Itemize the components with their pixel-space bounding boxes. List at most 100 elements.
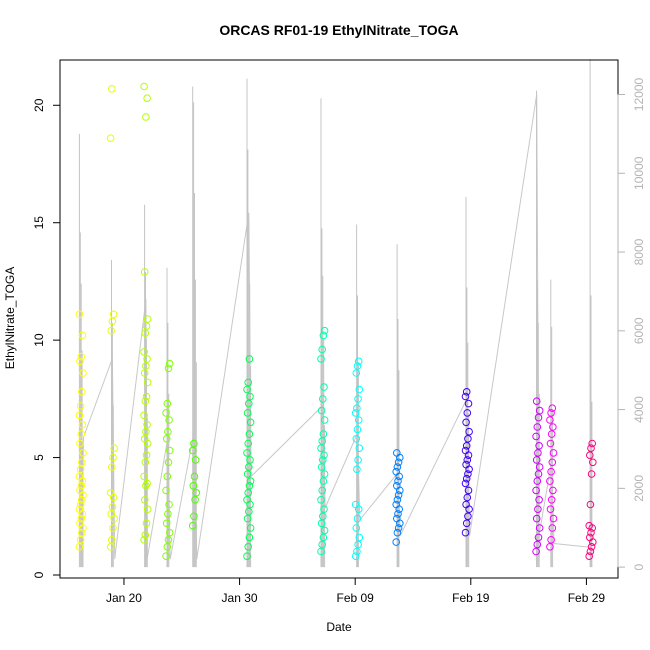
data-point bbox=[245, 463, 253, 471]
data-point bbox=[76, 439, 84, 448]
data-point bbox=[76, 500, 85, 509]
x-axis-label: Date bbox=[326, 620, 352, 634]
data-point bbox=[141, 329, 150, 337]
x-axis: Jan 20 Jan 30 Feb 09 Feb 19 Feb 29 bbox=[106, 577, 606, 605]
series-rf01 bbox=[75, 310, 87, 551]
data-point bbox=[462, 442, 471, 450]
data-point bbox=[317, 463, 326, 471]
y-axis-label: EthylNitrate_TOGA bbox=[3, 267, 17, 369]
data-point bbox=[108, 317, 117, 326]
data-point bbox=[354, 395, 362, 403]
data-point bbox=[243, 514, 252, 523]
series-rf12 bbox=[546, 404, 558, 551]
data-point bbox=[245, 507, 253, 516]
data-point bbox=[319, 395, 327, 403]
data-point bbox=[549, 514, 558, 523]
data-point bbox=[245, 533, 254, 542]
data-point bbox=[140, 472, 148, 481]
data-point bbox=[532, 514, 541, 523]
data-point bbox=[109, 310, 118, 319]
data-point bbox=[142, 519, 151, 528]
data-point bbox=[78, 331, 87, 340]
data-point bbox=[535, 524, 544, 532]
data-point bbox=[78, 420, 87, 429]
data-point bbox=[143, 355, 151, 363]
data-point bbox=[165, 446, 174, 455]
x-tick-label: Feb 29 bbox=[568, 591, 606, 605]
data-point bbox=[464, 470, 472, 478]
data-point bbox=[394, 477, 402, 485]
data-point bbox=[549, 423, 557, 431]
data-point bbox=[140, 268, 149, 276]
data-point bbox=[164, 364, 173, 373]
data-point bbox=[245, 355, 254, 363]
data-point bbox=[317, 519, 326, 528]
data-point bbox=[586, 533, 594, 542]
data-point bbox=[245, 482, 254, 490]
data-point bbox=[535, 406, 544, 415]
data-point bbox=[547, 467, 555, 476]
data-point bbox=[587, 444, 595, 453]
y2-tick-label: 0 bbox=[632, 563, 646, 570]
data-point bbox=[392, 467, 401, 476]
data-point bbox=[352, 369, 361, 377]
data-point bbox=[464, 435, 472, 443]
data-point bbox=[75, 543, 84, 551]
data-point bbox=[108, 536, 116, 544]
data-point bbox=[75, 472, 84, 481]
data-point bbox=[353, 547, 361, 556]
data-point bbox=[190, 512, 198, 521]
data-point bbox=[587, 528, 595, 537]
data-point bbox=[243, 409, 252, 417]
data-point bbox=[140, 411, 148, 420]
data-point bbox=[165, 500, 173, 509]
data-point bbox=[353, 425, 362, 434]
data-point bbox=[392, 500, 401, 509]
data-point bbox=[142, 362, 150, 370]
data-point bbox=[164, 536, 173, 544]
data-point bbox=[320, 326, 329, 335]
data-point bbox=[243, 449, 251, 457]
data-point bbox=[393, 496, 402, 504]
data-point bbox=[534, 449, 542, 457]
data-point bbox=[143, 420, 151, 429]
data-point bbox=[141, 458, 150, 467]
data-point bbox=[77, 352, 85, 361]
data-point bbox=[354, 416, 363, 424]
data-point bbox=[106, 543, 115, 551]
data-point bbox=[319, 477, 328, 485]
data-point bbox=[107, 510, 115, 518]
data-point bbox=[546, 416, 554, 424]
data-point bbox=[76, 519, 84, 528]
series-rf05 bbox=[188, 439, 201, 530]
y-tick-label: 0 bbox=[32, 571, 46, 578]
data-point bbox=[246, 456, 254, 464]
data-point bbox=[463, 409, 472, 417]
data-point bbox=[319, 512, 327, 521]
data-point bbox=[462, 460, 470, 469]
data-point bbox=[394, 458, 403, 467]
data-point bbox=[462, 500, 470, 509]
data-point bbox=[352, 524, 361, 532]
data-point bbox=[246, 477, 255, 485]
data-point bbox=[462, 519, 471, 528]
data-point bbox=[464, 399, 473, 408]
data-point bbox=[393, 463, 402, 471]
data-point bbox=[532, 456, 541, 464]
chart-title: ORCAS RF01-19 EthylNitrate_TOGA bbox=[219, 22, 458, 38]
data-point bbox=[75, 505, 84, 514]
data-point bbox=[351, 500, 360, 509]
data-point bbox=[164, 458, 173, 467]
data-point bbox=[318, 540, 327, 549]
data-point bbox=[320, 526, 329, 535]
data-point bbox=[461, 392, 470, 401]
y-tick-label: 10 bbox=[32, 333, 46, 347]
data-point bbox=[78, 458, 86, 467]
data-point bbox=[533, 423, 542, 431]
data-point bbox=[355, 385, 364, 394]
data-point bbox=[246, 418, 255, 427]
data-point bbox=[461, 479, 470, 488]
data-point bbox=[108, 503, 117, 511]
data-point bbox=[320, 383, 328, 391]
data-point bbox=[393, 482, 401, 490]
